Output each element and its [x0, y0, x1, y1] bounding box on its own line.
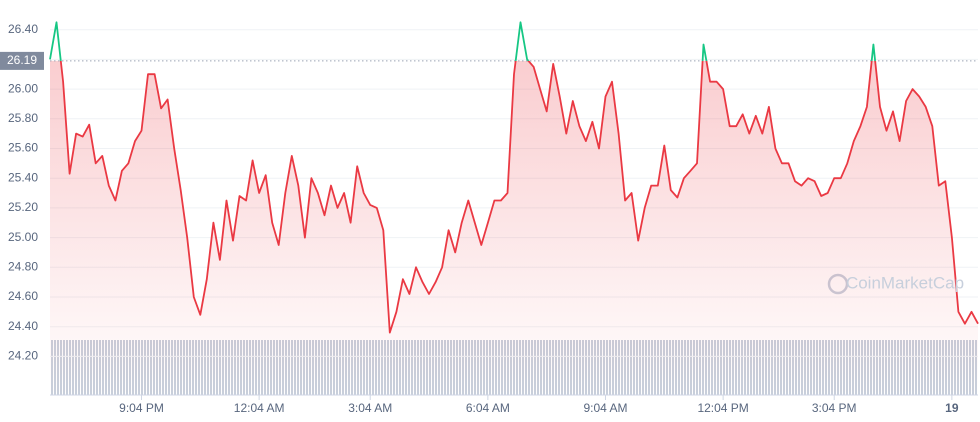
- y-tick-label: 25.60: [8, 141, 38, 155]
- x-tick-label: 9:04 AM: [583, 401, 627, 415]
- x-tick-label: 19: [945, 401, 959, 415]
- x-tick-label: 3:04 AM: [348, 401, 392, 415]
- y-tick-label: 24.80: [8, 259, 38, 273]
- x-tick-label: 3:04 PM: [812, 401, 857, 415]
- y-tick-label: 24.40: [8, 319, 38, 333]
- y-tick-label: 24.60: [8, 289, 38, 303]
- y-tick-label: 25.00: [8, 230, 38, 244]
- y-tick-label: 25.20: [8, 200, 38, 214]
- line: [59, 60, 979, 334]
- y-tick-label: 24.20: [8, 349, 38, 363]
- y-tick-label: 25.80: [8, 111, 38, 125]
- y-tick-label: 26.40: [8, 22, 38, 36]
- x-tick-label: 12:04 AM: [234, 401, 285, 415]
- x-tick-label: 9:04 PM: [119, 401, 164, 415]
- x-tick-label: 12:04 PM: [697, 401, 748, 415]
- x-tick-label: 6:04 AM: [466, 401, 510, 415]
- y-tick-label: 25.40: [8, 170, 38, 184]
- baseline-label: 26.19: [7, 53, 37, 67]
- watermark: CoinMarketCap: [846, 273, 964, 292]
- baseline-label-box: [0, 51, 44, 70]
- area: [50, 60, 978, 395]
- y-tick-label: 26.00: [8, 81, 38, 95]
